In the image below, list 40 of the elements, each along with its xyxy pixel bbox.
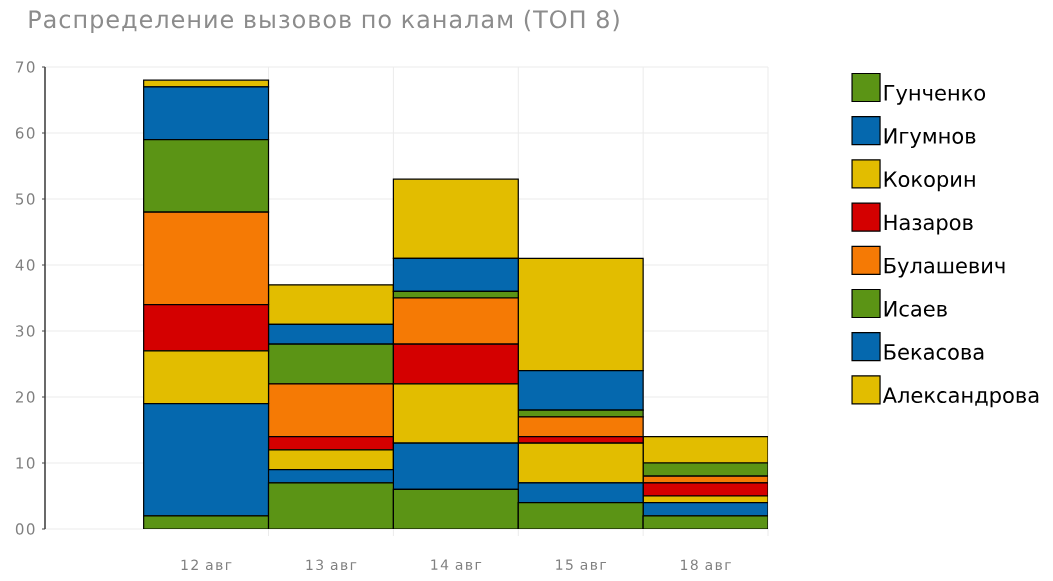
y-tick-label: 30 [16, 325, 35, 337]
bar [143, 350, 270, 405]
bar [642, 482, 769, 497]
x-tick-label: 14 авг [431, 559, 482, 570]
chart-title: Распределение вызовов по каналам (ТОП 8) [29, 9, 619, 33]
legend-label: Исаев [884, 301, 947, 317]
y-tick-label: 50 [16, 193, 35, 205]
x-tick-label: 12 авг [181, 559, 232, 571]
x-tick-label: 18 авг [681, 559, 731, 571]
y-tick-label: 10 [16, 457, 35, 469]
bar [392, 297, 519, 345]
bar [267, 436, 394, 451]
x-tick-label: 13 авг [306, 559, 357, 571]
bar [517, 436, 644, 444]
bar [392, 383, 519, 444]
legend-label: Бекасова [884, 344, 984, 360]
bar [517, 442, 644, 484]
bar [143, 304, 270, 352]
y-tick-label: 70 [16, 61, 35, 73]
bar [267, 284, 394, 325]
legend-label: Кокорин [884, 171, 975, 192]
bar [267, 449, 394, 471]
bar [517, 257, 644, 372]
legend-label: Игумнов [884, 128, 976, 148]
bar [143, 211, 270, 306]
y-tick-label: 40 [15, 259, 35, 271]
legend-label: Александрова [882, 387, 1039, 408]
y-tick-label: 20 [15, 391, 35, 403]
bar [642, 436, 769, 464]
y-tick-label: 00 [15, 523, 35, 535]
x-tick-label: 15 авг [556, 559, 607, 570]
bar [392, 343, 519, 385]
bar [517, 416, 644, 438]
legend-label: Булашевич [884, 257, 1005, 278]
bar [267, 383, 394, 438]
y-tick-label: 60 [15, 127, 35, 139]
legend-label: Гунченко [884, 85, 986, 105]
bar [642, 502, 769, 517]
bar [392, 178, 519, 259]
legend-label: Назаров [884, 214, 973, 235]
